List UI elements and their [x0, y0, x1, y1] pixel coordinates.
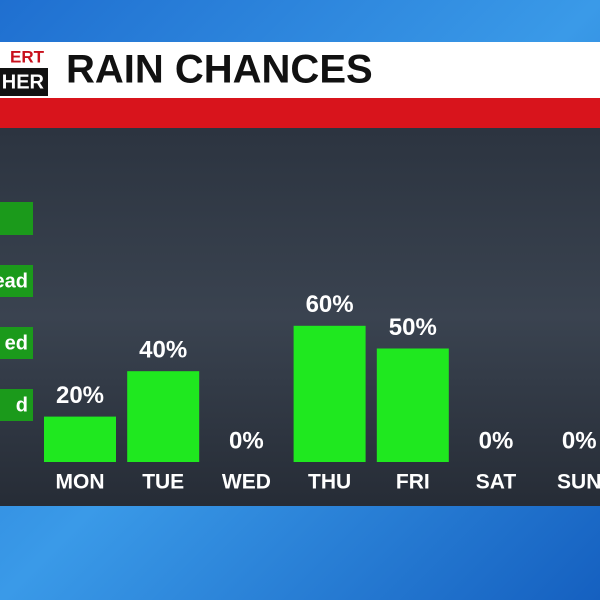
day-label: TUE — [142, 471, 184, 494]
bar — [44, 416, 116, 462]
legend-box — [0, 327, 33, 359]
logo-top-box — [0, 46, 48, 68]
bar — [293, 325, 366, 462]
logo-top: ERT — [10, 47, 45, 66]
header-bar — [0, 42, 600, 100]
bar — [127, 371, 200, 462]
legend-label: ead — [0, 270, 28, 292]
red-stripe — [0, 98, 600, 128]
bar — [376, 348, 449, 462]
legend-box — [0, 389, 33, 421]
legend-label: ed — [5, 332, 28, 354]
day-label: WED — [222, 471, 271, 494]
day-label: SAT — [476, 471, 517, 494]
value-label: 20% — [56, 382, 104, 409]
value-label: 0% — [562, 427, 597, 454]
value-label: 0% — [229, 427, 264, 454]
title: RAIN CHANCES — [66, 48, 373, 92]
day-label: THU — [308, 471, 351, 494]
legend-label: d — [16, 394, 28, 416]
day-label: SUN — [557, 471, 600, 494]
value-label: 50% — [389, 314, 437, 341]
day-label: MON — [56, 471, 105, 494]
value-label: 40% — [139, 337, 187, 364]
legend-box — [0, 265, 33, 297]
logo-bottom-box — [0, 68, 48, 96]
day-label: FRI — [396, 471, 430, 494]
logo-bottom: HER — [2, 71, 45, 93]
value-label: 0% — [479, 427, 514, 454]
value-label: 60% — [306, 291, 354, 318]
legend-box — [0, 202, 33, 235]
